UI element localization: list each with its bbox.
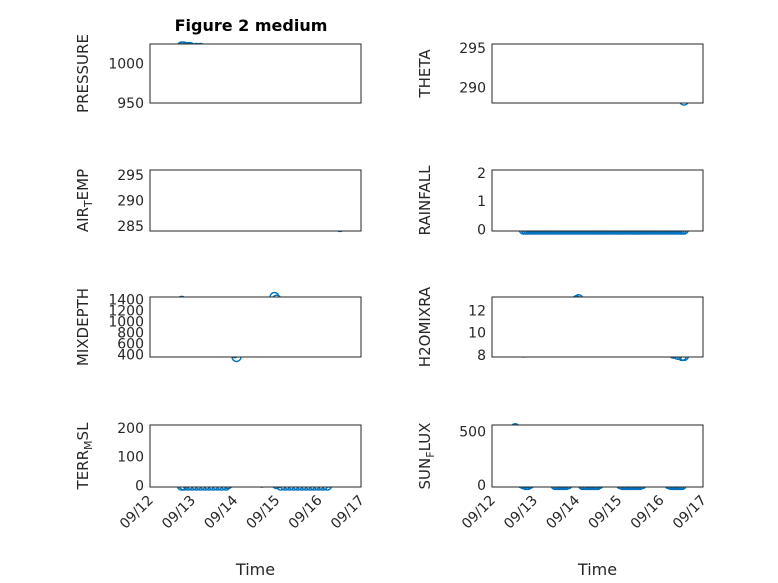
y-tick-label: 500 (459, 424, 486, 440)
y-tick-label: 0 (135, 479, 144, 495)
y-tick-label: 1000 (108, 315, 144, 331)
y-tick-label: 10 (468, 326, 486, 342)
subplot-1: 950 1000 PRESSURE (74, 34, 362, 113)
figure-title: Figure 2 medium (175, 16, 328, 35)
y-axis-label: SUNFLUX (416, 423, 437, 490)
y-axis-label: THETA (416, 49, 434, 99)
axes-frame (491, 169, 704, 232)
subplot-2: 290 295 THETA (416, 41, 704, 106)
x-tick-label: 09/16 (628, 492, 668, 532)
x-axis-label: Time (235, 560, 275, 579)
y-tick-label: 2 (477, 166, 486, 182)
axes-frame (149, 424, 362, 488)
axes-frame (491, 424, 704, 488)
x-tick-label: 09/15 (586, 493, 626, 533)
subplot-4: 0 1 2 RAINFALL (416, 165, 704, 239)
y-tick-label: 800 (117, 325, 144, 341)
y-tick-label: 600 (117, 336, 144, 352)
y-tick-label: 295 (459, 41, 486, 57)
y-tick-label: 100 (117, 450, 144, 466)
y-tick-label: 12 (468, 303, 486, 319)
y-axis-label: H2OMIXRA (416, 286, 434, 367)
y-tick-label: 400 (117, 347, 144, 363)
axes-frame (149, 43, 362, 104)
y-tick-label: 290 (459, 80, 486, 96)
y-tick-label: 1200 (108, 304, 144, 320)
x-tick-label: 09/17 (328, 493, 368, 533)
y-tick-label: 0 (477, 478, 486, 494)
axes-frame (149, 169, 362, 232)
x-tick-label: 09/16 (286, 492, 326, 532)
y-axis-label: PRESSURE (74, 34, 92, 113)
y-tick-label: 200 (117, 421, 144, 437)
y-tick-label: 285 (117, 219, 144, 235)
x-tick-label: 09/13 (501, 493, 541, 533)
y-tick-label: 1 (477, 194, 486, 210)
axes-frame (491, 43, 704, 104)
y-tick-label: 290 (117, 194, 144, 210)
axes-frame (149, 296, 362, 358)
x-tick-label: 09/15 (244, 493, 284, 533)
y-axis-label: MIXDEPTH (74, 288, 92, 366)
y-tick-label: 1400 (108, 293, 144, 309)
y-tick-label: 0 (477, 223, 486, 239)
y-axis-label: RAINFALL (416, 165, 434, 236)
subplot-8: 0 500 SUNFLUX 09/12 09/13 09/14 09/15 09/16 09/1… (416, 423, 710, 579)
x-tick-label: 09/17 (670, 493, 710, 533)
y-tick-label: 1000 (108, 57, 144, 73)
subplot-6: 8 10 12 H2OMIXRA (416, 286, 704, 367)
x-tick-label: 09/12 (459, 493, 499, 533)
x-tick-label: 09/13 (159, 493, 199, 533)
x-axis-label: Time (577, 560, 617, 579)
y-tick-label: 8 (477, 348, 486, 364)
x-tick-label: 09/14 (543, 492, 583, 532)
y-tick-label: 950 (117, 96, 144, 112)
y-tick-label: 295 (117, 168, 144, 184)
x-tick-label: 09/12 (117, 493, 157, 533)
y-axis-label: AIRTEMP (74, 169, 95, 232)
y-axis-label: TERRMSL (74, 422, 95, 491)
subplot-7: 0 100 200 TERRMSL 09/12 09/13 09/14 09/15 09/16 0… (74, 421, 368, 579)
axes-frame (491, 296, 704, 358)
x-tick-label: 09/14 (201, 492, 241, 532)
subplot-3: 285 290 295 AIRTEMP (74, 168, 362, 235)
